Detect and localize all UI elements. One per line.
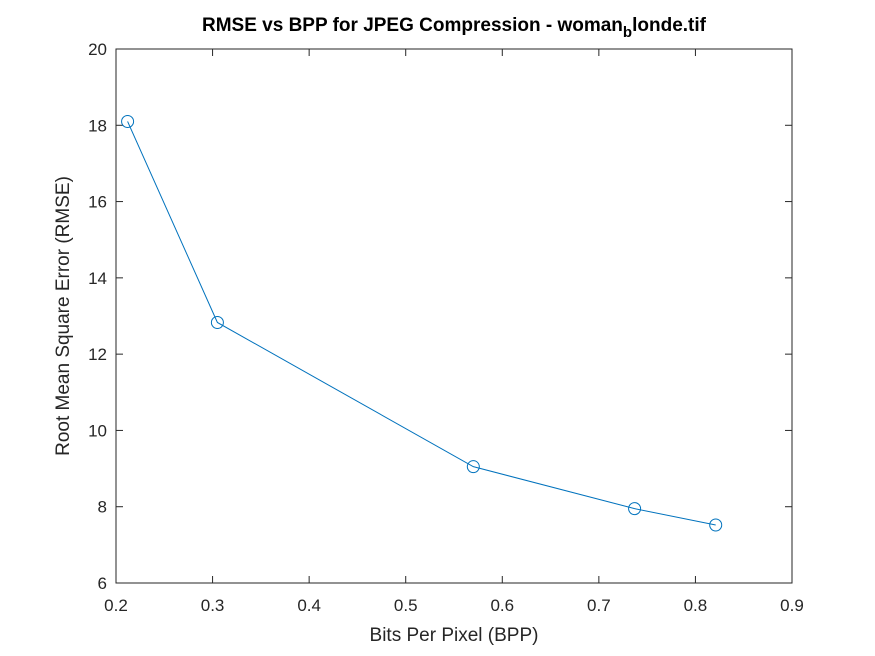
y-tick-label: 6 <box>98 574 107 593</box>
data-point-marker <box>709 518 723 532</box>
x-tick-label: 0.9 <box>780 596 804 615</box>
x-tick-label: 0.4 <box>297 596 321 615</box>
x-axis-label: Bits Per Pixel (BPP) <box>370 625 539 646</box>
plot-area <box>116 49 792 583</box>
data-point-marker <box>210 315 224 329</box>
chart-title-main: RMSE vs BPP for JPEG Compression - woman <box>202 15 623 36</box>
chart-title: RMSE vs BPP for JPEG Compression - woman… <box>202 15 707 41</box>
series-markers <box>121 114 723 532</box>
y-axis-label: Root Mean Square Error (RMSE) <box>53 176 74 456</box>
x-tick-label: 0.3 <box>201 596 225 615</box>
x-tick-label: 0.6 <box>490 596 514 615</box>
data-point-marker <box>628 502 642 516</box>
x-tick-label: 0.8 <box>684 596 708 615</box>
y-tick-label: 16 <box>88 193 107 212</box>
y-tick-label: 10 <box>88 421 107 440</box>
data-point-marker <box>466 460 480 474</box>
data-point-marker <box>121 114 135 128</box>
x-tick-label: 0.7 <box>587 596 611 615</box>
plot-box <box>115 48 793 584</box>
x-tick-label: 0.2 <box>104 596 128 615</box>
y-axis-ticks: 6 8 10 12 14 16 18 20 <box>88 40 792 593</box>
y-tick-label: 18 <box>88 116 107 135</box>
x-tick-label: 0.5 <box>394 596 418 615</box>
x-axis-ticks: 0.2 0.3 0.4 0.5 0.6 0.7 0.8 0.9 <box>104 49 804 615</box>
y-tick-label: 20 <box>88 40 107 59</box>
y-tick-label: 8 <box>98 498 107 517</box>
series-line <box>127 121 716 526</box>
y-tick-label: 14 <box>88 269 107 288</box>
y-tick-label: 12 <box>88 345 107 364</box>
chart-title-tail: londe.tif <box>632 15 707 36</box>
chart-title-subscript: b <box>623 24 632 41</box>
